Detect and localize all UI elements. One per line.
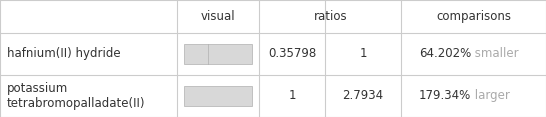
Bar [184, 86, 252, 106]
Text: larger: larger [471, 89, 510, 102]
Text: 0.35798: 0.35798 [268, 47, 316, 60]
Text: smaller: smaller [471, 47, 519, 60]
Text: ratios: ratios [313, 10, 347, 23]
Text: visual: visual [201, 10, 236, 23]
Text: 179.34%: 179.34% [419, 89, 471, 102]
Text: 2.7934: 2.7934 [342, 89, 384, 102]
Text: potassium
tetrabromopalladate(II): potassium tetrabromopalladate(II) [7, 82, 145, 110]
Text: comparisons: comparisons [436, 10, 511, 23]
Text: 1: 1 [359, 47, 367, 60]
Text: 1: 1 [288, 89, 296, 102]
Text: 64.202%: 64.202% [419, 47, 471, 60]
Text: hafnium(II) hydride: hafnium(II) hydride [7, 47, 120, 60]
Bar [184, 44, 252, 64]
